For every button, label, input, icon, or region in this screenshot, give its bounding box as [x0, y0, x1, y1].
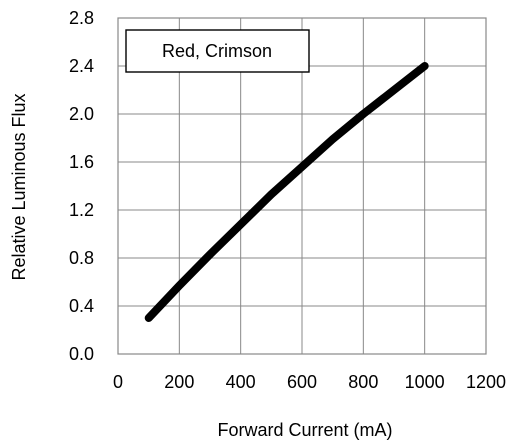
series-line: [144, 62, 429, 322]
y-tick-label: 0.4: [69, 296, 94, 316]
y-tick-label: 0.8: [69, 248, 94, 268]
y-tick-label: 2.8: [69, 8, 94, 28]
x-tick-label: 0: [113, 372, 123, 392]
y-axis-label: Relative Luminous Flux: [9, 93, 29, 280]
x-tick-label: 800: [348, 372, 378, 392]
y-tick-label: 1.6: [69, 152, 94, 172]
legend-label: Red, Crimson: [162, 41, 272, 61]
y-tick-labels: 0.0 0.4 0.8 1.2 1.6 2.0 2.4 2.8: [69, 8, 94, 364]
x-tick-labels: 0 200 400 600 800 1000 1200: [113, 372, 506, 392]
y-tick-label: 1.2: [69, 200, 94, 220]
y-tick-label: 0.0: [69, 344, 94, 364]
x-axis-label: Forward Current (mA): [217, 420, 392, 440]
y-tick-label: 2.0: [69, 104, 94, 124]
series-layer: [144, 62, 429, 322]
x-tick-label: 200: [164, 372, 194, 392]
legend-box: [125, 29, 310, 73]
plot-frame: [117, 17, 487, 355]
legend: Red, Crimson: [125, 29, 310, 73]
x-tick-label: 1000: [405, 372, 445, 392]
x-tick-label: 400: [226, 372, 256, 392]
y-tick-label: 2.4: [69, 56, 94, 76]
x-tick-label: 1200: [466, 372, 506, 392]
x-tick-label: 600: [287, 372, 317, 392]
